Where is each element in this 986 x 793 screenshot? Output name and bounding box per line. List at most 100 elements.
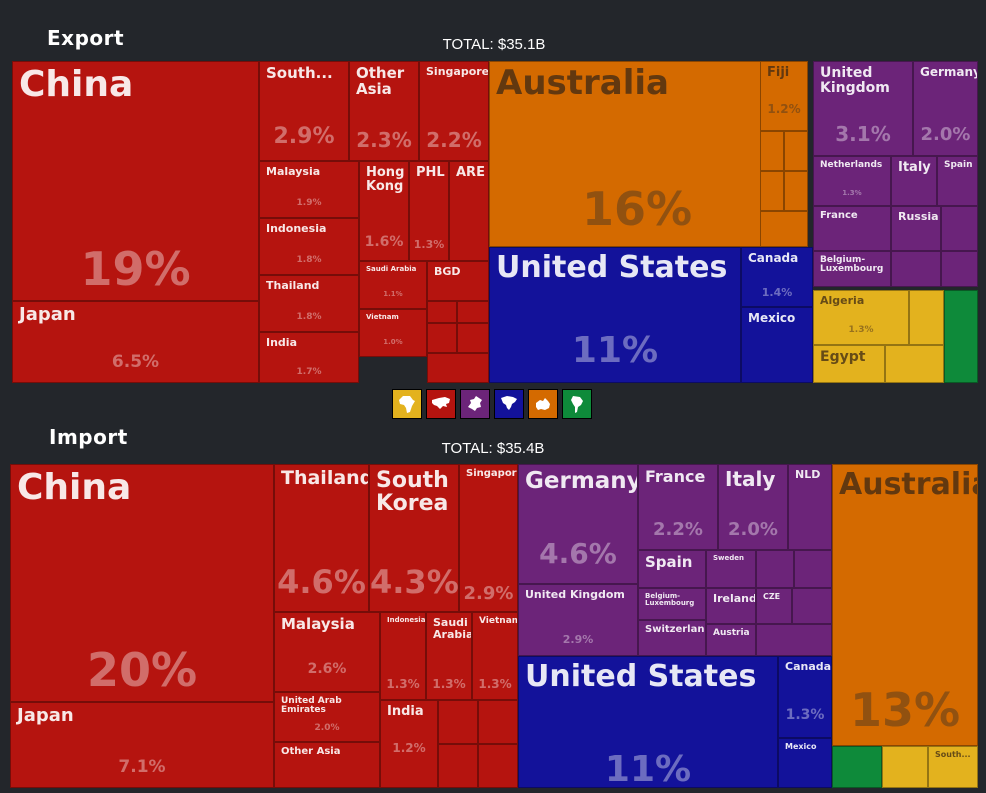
legend-north-america-icon[interactable] <box>494 389 524 419</box>
treemap-cell-south[interactable]: South... <box>928 746 978 788</box>
treemap-cell-minor[interactable] <box>885 345 944 383</box>
treemap-cell-minor[interactable] <box>941 251 978 287</box>
treemap-cell-minor[interactable] <box>941 206 978 251</box>
treemap-cell-mexico[interactable]: Mexico <box>778 738 832 788</box>
cell-value: 1.9% <box>296 198 322 208</box>
cell-value: 2.0% <box>314 723 340 733</box>
treemap-cell-cze[interactable]: CZE <box>756 588 792 624</box>
treemap-cell-belgium-luxembourg[interactable]: Belgium-Luxembourg <box>813 251 891 287</box>
cell-label: South... <box>266 64 333 82</box>
treemap-cell-germany[interactable]: Germany 2.0% <box>913 61 978 156</box>
treemap-cell-vietnam[interactable]: Vietnam 1.0% <box>359 309 427 357</box>
treemap-cell-minor[interactable] <box>760 171 784 211</box>
treemap-cell-fiji[interactable]: Fiji 1.2% <box>760 61 808 131</box>
treemap-cell-minor[interactable] <box>438 744 478 788</box>
treemap-cell-mexico[interactable]: Mexico <box>741 307 813 383</box>
treemap-cell-saudi-arabia[interactable]: Saudi Arabia 1.1% <box>359 261 427 309</box>
legend-asia-icon[interactable] <box>426 389 456 419</box>
treemap-cell-united-kingdom[interactable]: United Kingdom 2.9% <box>518 584 638 656</box>
treemap-cell-canada[interactable]: Canada 1.3% <box>778 656 832 738</box>
treemap-cell-spain[interactable]: Spain <box>937 156 978 206</box>
treemap-cell-other-asia[interactable]: Other Asia <box>274 742 380 788</box>
legend-africa-icon[interactable] <box>392 389 422 419</box>
treemap-cell-indonesia[interactable]: Indonesia 1.8% <box>259 218 359 275</box>
cell-label: Italy <box>898 160 931 175</box>
treemap-cell-italy[interactable]: Italy 2.0% <box>718 464 788 550</box>
treemap-cell-france[interactable]: France 2.2% <box>638 464 718 550</box>
treemap-cell-india[interactable]: India 1.7% <box>259 332 359 383</box>
treemap-cell-belgium-luxembourg[interactable]: Belgium-Luxembourg <box>638 588 706 620</box>
treemap-cell-austria[interactable]: Austria <box>706 624 756 656</box>
treemap-cell-ireland[interactable]: Ireland <box>706 588 756 624</box>
region-legend <box>392 389 592 419</box>
legend-south-america-icon[interactable] <box>562 389 592 419</box>
treemap-cell-minor[interactable] <box>832 746 882 788</box>
treemap-cell-united-arab-emirates[interactable]: United Arab Emirates 2.0% <box>274 692 380 742</box>
cell-label: Australia <box>839 467 978 502</box>
treemap-cell-united-states[interactable]: United States 11% <box>489 247 741 383</box>
treemap-cell-algeria[interactable]: Algeria 1.3% <box>813 290 909 345</box>
treemap-cell-minor[interactable] <box>760 211 808 247</box>
treemap-cell-thailand[interactable]: Thailand 1.8% <box>259 275 359 332</box>
treemap-cell-united-kingdom[interactable]: United Kingdom 3.1% <box>813 61 913 156</box>
treemap-cell-are[interactable]: ARE <box>449 161 489 261</box>
treemap-cell-south[interactable]: South... 2.9% <box>259 61 349 161</box>
treemap-cell-malaysia[interactable]: Malaysia 2.6% <box>274 612 380 692</box>
treemap-cell-malaysia[interactable]: Malaysia 1.9% <box>259 161 359 218</box>
treemap-cell-minor[interactable] <box>944 290 978 383</box>
cell-value: 13% <box>849 683 961 737</box>
treemap-cell-russia[interactable]: Russia <box>891 206 941 251</box>
treemap-cell-phl[interactable]: PHL 1.3% <box>409 161 449 261</box>
treemap-cell-spain[interactable]: Spain <box>638 550 706 588</box>
treemap-cell-minor[interactable] <box>891 251 941 287</box>
treemap-cell-thailand[interactable]: Thailand 4.6% <box>274 464 369 612</box>
treemap-cell-india[interactable]: India 1.2% <box>380 700 438 788</box>
treemap-cell-germany[interactable]: Germany 4.6% <box>518 464 638 584</box>
treemap-cell-minor[interactable] <box>909 290 944 345</box>
treemap-cell-switzerland[interactable]: Switzerland <box>638 620 706 656</box>
treemap-cell-minor[interactable] <box>478 700 518 744</box>
treemap-cell-bgd[interactable]: BGD <box>427 261 489 301</box>
treemap-cell-minor[interactable] <box>457 323 489 353</box>
legend-oceania-icon[interactable] <box>528 389 558 419</box>
treemap-cell-minor[interactable] <box>792 588 832 624</box>
treemap-cell-saudi-arabia[interactable]: Saudi Arabia 1.3% <box>426 612 472 700</box>
treemap-cell-italy[interactable]: Italy <box>891 156 937 206</box>
treemap-cell-indonesia[interactable]: Indonesia 1.3% <box>380 612 426 700</box>
treemap-cell-singapore[interactable]: Singapore 2.9% <box>459 464 518 612</box>
treemap-cell-minor[interactable] <box>427 301 457 323</box>
treemap-cell-other-asia[interactable]: Other Asia 2.3% <box>349 61 419 161</box>
treemap-cell-china[interactable]: China 20% <box>10 464 274 702</box>
treemap-cell-minor[interactable] <box>760 131 784 171</box>
treemap-cell-minor[interactable] <box>427 323 457 353</box>
cell-label: Mexico <box>785 742 817 751</box>
treemap-cell-canada[interactable]: Canada 1.4% <box>741 247 813 307</box>
treemap-cell-nld[interactable]: NLD <box>788 464 832 550</box>
treemap-cell-minor[interactable] <box>438 700 478 744</box>
treemap-cell-minor[interactable] <box>784 171 808 211</box>
treemap-cell-minor[interactable] <box>478 744 518 788</box>
legend-europe-icon[interactable] <box>460 389 490 419</box>
treemap-cell-minor[interactable] <box>794 550 832 588</box>
treemap-cell-minor[interactable] <box>784 131 808 171</box>
treemap-cell-japan[interactable]: Japan 7.1% <box>10 702 274 788</box>
treemap-cell-minor[interactable] <box>882 746 928 788</box>
treemap-cell-egypt[interactable]: Egypt <box>813 345 885 383</box>
treemap-cell-australia[interactable]: Australia 16% <box>489 61 785 247</box>
treemap-cell-vietnam[interactable]: Vietnam 1.3% <box>472 612 518 700</box>
treemap-cell-japan[interactable]: Japan 6.5% <box>12 301 259 383</box>
treemap-cell-sweden[interactable]: Sweden <box>706 550 756 588</box>
treemap-cell-minor[interactable] <box>457 301 489 323</box>
treemap-cell-singapore[interactable]: Singapore 2.2% <box>419 61 489 161</box>
treemap-cell-hong-kong[interactable]: Hong Kong 1.6% <box>359 161 409 261</box>
treemap-cell-united-states[interactable]: United States 11% <box>518 656 778 788</box>
cell-label: Netherlands <box>820 160 883 170</box>
treemap-cell-minor[interactable] <box>756 624 832 656</box>
treemap-cell-south-korea[interactable]: South Korea 4.3% <box>369 464 459 612</box>
treemap-cell-netherlands[interactable]: Netherlands 1.3% <box>813 156 891 206</box>
treemap-cell-minor[interactable] <box>427 353 489 383</box>
treemap-cell-china[interactable]: China 19% <box>12 61 259 301</box>
treemap-cell-france[interactable]: France <box>813 206 891 251</box>
treemap-cell-minor[interactable] <box>756 550 794 588</box>
treemap-cell-australia[interactable]: Australia 13% <box>832 464 978 746</box>
